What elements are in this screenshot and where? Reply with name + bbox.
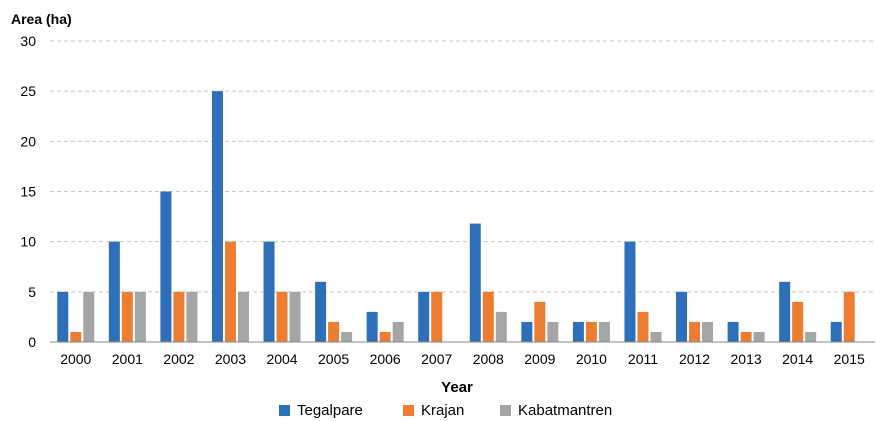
- legend-swatch: [279, 405, 290, 416]
- bar-tegalpare-2006: [366, 311, 378, 342]
- bar-kabatmantren-2000: [83, 291, 95, 342]
- bar-kabatmantren-2009: [547, 321, 559, 342]
- bar-tegalpare-2005: [315, 281, 327, 342]
- legend-item-tegalpare: Tegalpare: [279, 402, 363, 419]
- x-tick-label: 2001: [112, 351, 143, 367]
- x-tick-label: 2005: [318, 351, 349, 367]
- bar-krajan-2000: [70, 331, 82, 342]
- y-tick-label: 15: [20, 184, 36, 200]
- x-tick-label: 2004: [266, 351, 297, 367]
- bar-tegalpare-2012: [676, 291, 688, 342]
- bar-krajan-2008: [482, 291, 494, 342]
- bar-kabatmantren-2010: [598, 321, 610, 342]
- bar-kabatmantren-2001: [134, 291, 146, 342]
- bar-kabatmantren-2005: [341, 331, 353, 342]
- bar-kabatmantren-2013: [753, 331, 765, 342]
- bar-tegalpare-2004: [263, 241, 275, 342]
- x-tick-label: 2010: [576, 351, 607, 367]
- bar-kabatmantren-2008: [495, 311, 507, 342]
- bar-kabatmantren-2011: [650, 331, 662, 342]
- bar-krajan-2007: [431, 291, 443, 342]
- bar-krajan-2015: [843, 291, 855, 342]
- x-tick-label: 2011: [628, 351, 658, 367]
- bar-krajan-2011: [637, 311, 649, 342]
- x-tick-label: 2007: [421, 351, 452, 367]
- bar-tegalpare-2013: [727, 321, 739, 342]
- bar-tegalpare-2010: [572, 321, 584, 342]
- bar-kabatmantren-2006: [392, 321, 404, 342]
- legend-swatch: [403, 405, 414, 416]
- grid-lines: [50, 40, 875, 293]
- bar-krajan-2012: [689, 321, 701, 342]
- x-tick-label: 2002: [163, 351, 194, 367]
- bar-tegalpare-2000: [57, 291, 69, 342]
- y-tick-label: 10: [20, 234, 36, 250]
- bar-tegalpare-2008: [469, 223, 481, 342]
- bar-kabatmantren-2002: [186, 291, 198, 342]
- x-axis-title: Year: [441, 379, 473, 396]
- bar-krajan-2005: [328, 321, 340, 342]
- bar-krajan-2003: [224, 241, 236, 342]
- bar-kabatmantren-2004: [289, 291, 301, 342]
- y-axis-title: Area (ha): [11, 11, 72, 27]
- x-tick-label: 2013: [731, 351, 762, 367]
- bars: [57, 91, 855, 343]
- x-tick-label: 2006: [370, 351, 401, 367]
- legend-label: Tegalpare: [297, 402, 363, 419]
- x-tick-label: 2009: [524, 351, 555, 367]
- x-tick-label: 2014: [782, 351, 813, 367]
- x-tick-label: 2000: [60, 351, 91, 367]
- legend-item-krajan: Krajan: [403, 402, 464, 419]
- y-tick-label: 25: [20, 83, 36, 99]
- bar-tegalpare-2001: [108, 241, 120, 342]
- bar-krajan-2004: [276, 291, 288, 342]
- y-tick-label: 20: [20, 133, 36, 149]
- bar-tegalpare-2007: [418, 291, 430, 342]
- bar-krajan-2006: [379, 331, 391, 342]
- legend-label: Krajan: [421, 402, 464, 419]
- legend-label: Kabatmantren: [518, 402, 612, 419]
- y-tick-labels: 0 5 10 15 20 25 30: [20, 33, 36, 350]
- bar-tegalpare-2011: [624, 241, 636, 342]
- bar-krajan-2002: [173, 291, 185, 342]
- bar-krajan-2010: [585, 321, 597, 342]
- bar-krajan-2013: [740, 331, 752, 342]
- bar-tegalpare-2014: [779, 281, 791, 342]
- x-tick-label: 2008: [473, 351, 504, 367]
- bar-kabatmantren-2012: [702, 321, 714, 342]
- bar-krajan-2014: [792, 301, 804, 342]
- legend-item-kabatmantren: Kabatmantren: [500, 402, 612, 419]
- bar-krajan-2009: [534, 301, 546, 342]
- bar-kabatmantren-2014: [805, 331, 817, 342]
- legend: Tegalpare Krajan Kabatmantren: [279, 402, 612, 419]
- y-tick-label: 30: [20, 33, 36, 49]
- bar-tegalpare-2009: [521, 321, 533, 342]
- bar-krajan-2001: [121, 291, 133, 342]
- x-tick-labels: 2000 2001 2002 2003 2004 2005 2006 2007 2008 2009…: [60, 351, 865, 367]
- y-tick-label: 5: [28, 284, 36, 300]
- x-tick-label: 2015: [834, 351, 865, 367]
- bar-tegalpare-2003: [211, 91, 223, 343]
- legend-swatch: [500, 405, 511, 416]
- bar-tegalpare-2002: [160, 191, 172, 342]
- y-tick-label: 0: [28, 334, 36, 350]
- bar-tegalpare-2015: [830, 321, 842, 342]
- x-tick-label: 2012: [679, 351, 710, 367]
- x-tick-label: 2003: [215, 351, 246, 367]
- bar-kabatmantren-2003: [237, 291, 249, 342]
